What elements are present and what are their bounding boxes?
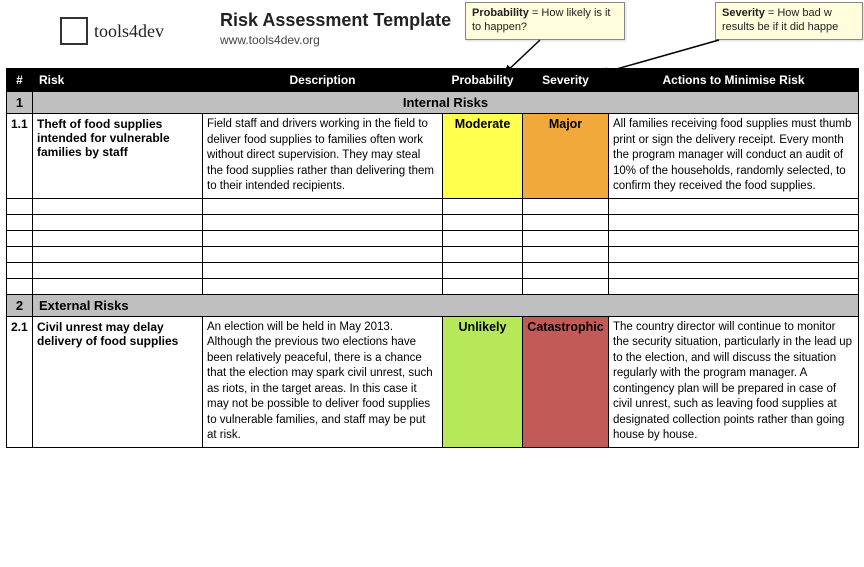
header: tools4dev Risk Assessment Template www.t… [0, 0, 864, 68]
col-actions: Actions to Minimise Risk [609, 69, 859, 92]
page-title: Risk Assessment Template [220, 10, 451, 31]
row-prob: Moderate [443, 114, 523, 199]
empty-row [7, 262, 859, 278]
logo-text: tools4dev [94, 21, 164, 42]
risk-table: # Risk Description Probability Severity … [6, 68, 859, 448]
section-title-2: External Risks [33, 294, 859, 316]
logo-icon [60, 17, 88, 45]
row-actions: All families receiving food supplies mus… [609, 114, 859, 199]
table-header-row: # Risk Description Probability Severity … [7, 69, 859, 92]
row-prob: Unlikely [443, 316, 523, 447]
col-probability: Probability [443, 69, 523, 92]
table-row: 2.1 Civil unrest may delay delivery of f… [7, 316, 859, 447]
page-url: www.tools4dev.org [220, 33, 451, 47]
row-risk: Theft of food supplies intended for vuln… [33, 114, 203, 199]
section-num-2: 2 [7, 294, 33, 316]
row-desc: An election will be held in May 2013. Al… [203, 316, 443, 447]
empty-row [7, 246, 859, 262]
logo: tools4dev [60, 6, 200, 56]
col-description: Description [203, 69, 443, 92]
section-row-external: 2 External Risks [7, 294, 859, 316]
callout-severity-label: Severity [722, 7, 765, 19]
section-row-internal: 1 Internal Risks [7, 92, 859, 114]
callout-probability-label: Probability [472, 7, 529, 19]
col-severity: Severity [523, 69, 609, 92]
callout-severity: Severity = How bad w results be if it di… [715, 2, 863, 40]
row-desc: Field staff and drivers working in the f… [203, 114, 443, 199]
row-risk: Civil unrest may delay delivery of food … [33, 316, 203, 447]
row-num: 1.1 [7, 114, 33, 199]
empty-row [7, 198, 859, 214]
section-title-1: Internal Risks [33, 92, 859, 114]
title-block: Risk Assessment Template www.tools4dev.o… [220, 10, 451, 47]
row-sev: Catastrophic [523, 316, 609, 447]
empty-row [7, 230, 859, 246]
col-risk: Risk [33, 69, 203, 92]
section-num-1: 1 [7, 92, 33, 114]
table-row: 1.1 Theft of food supplies intended for … [7, 114, 859, 199]
callout-probability: Probability = How likely is it to happen… [465, 2, 625, 40]
row-num: 2.1 [7, 316, 33, 447]
row-actions: The country director will continue to mo… [609, 316, 859, 447]
empty-row [7, 278, 859, 294]
empty-row [7, 214, 859, 230]
col-num: # [7, 69, 33, 92]
row-sev: Major [523, 114, 609, 199]
